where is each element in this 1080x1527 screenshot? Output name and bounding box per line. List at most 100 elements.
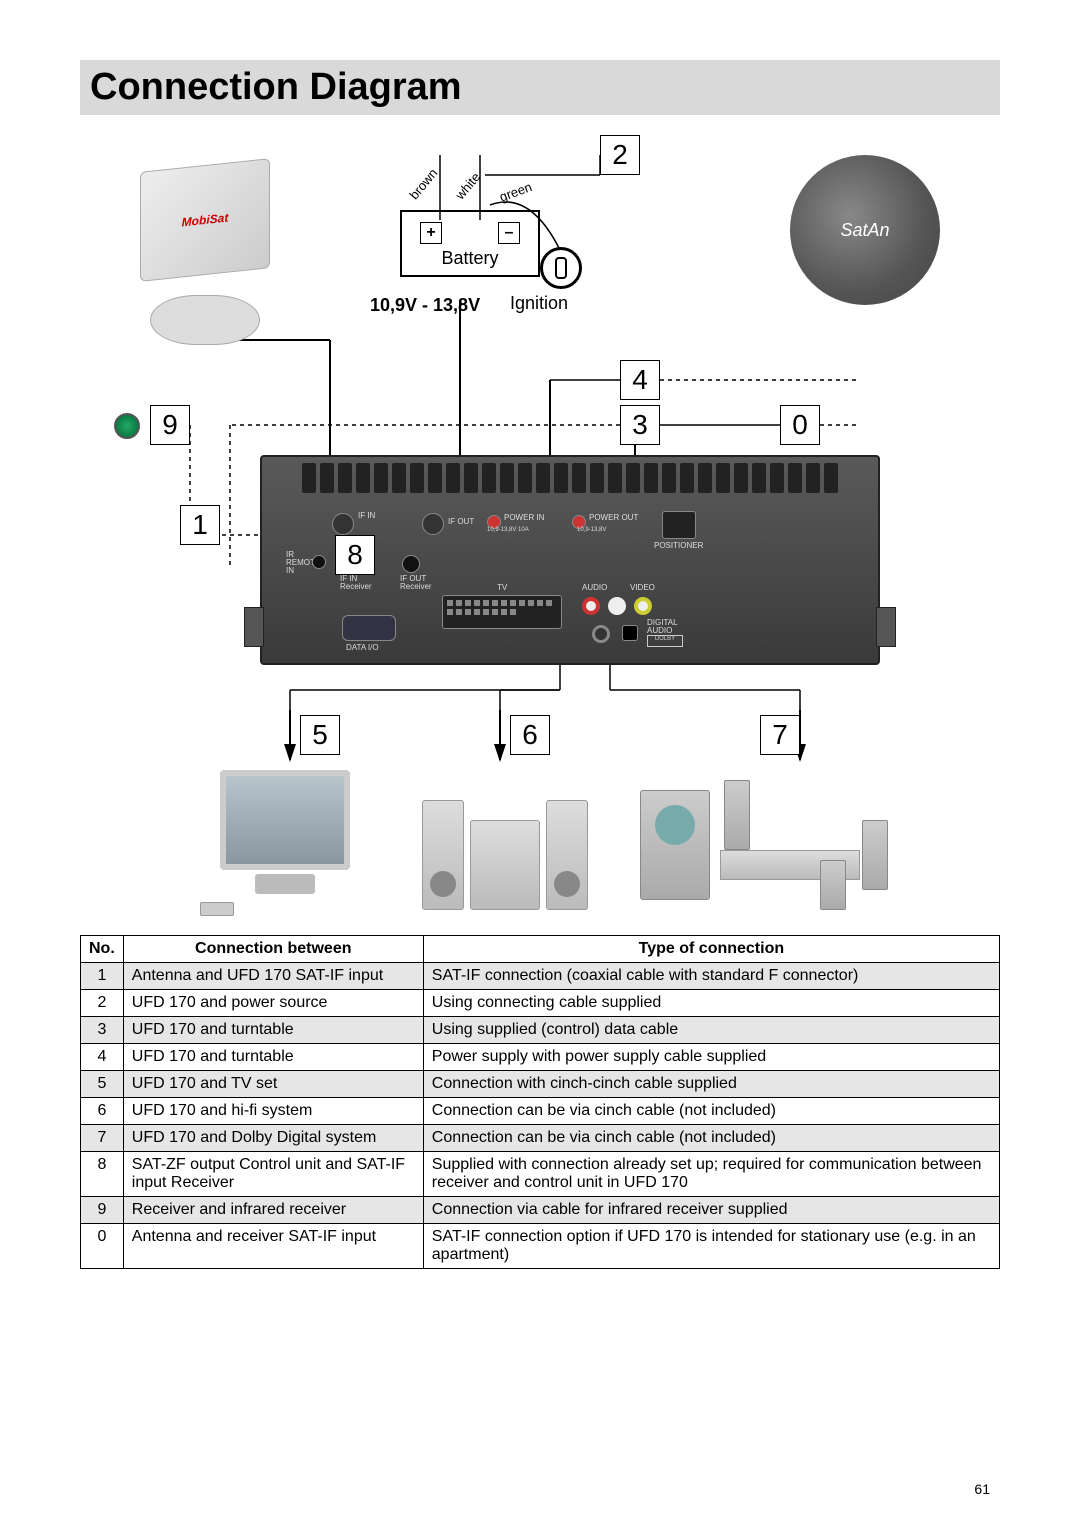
if-out-port — [422, 513, 444, 535]
digital-audio-coax — [592, 625, 610, 643]
positioner-label: POSITIONER — [654, 541, 703, 550]
satellite-dish: SatAn — [790, 155, 940, 305]
connection-diagram: MobiSat SatAn + – Battery 10,9V - 13,8V … — [80, 135, 1000, 915]
cell-between: UFD 170 and hi-fi system — [123, 1098, 423, 1125]
video-cinch — [634, 597, 652, 615]
page: Connection Diagram — [0, 0, 1080, 1527]
ir-receiver-eye-icon — [114, 413, 140, 439]
positioner-port — [662, 511, 696, 539]
cell-type: SAT-IF connection (coaxial cable with st… — [423, 963, 999, 990]
receiver-ports: IF IN IF OUT POWER IN 10,9-13,8V 10A POW… — [282, 507, 858, 643]
table-row: 4UFD 170 and turntablePower supply with … — [81, 1044, 1000, 1071]
tv-port-label: TV — [497, 583, 507, 592]
if-out-rx-label: IF OUT Receiver — [400, 575, 432, 591]
battery: + – Battery — [400, 210, 540, 277]
data-io-label: DATA I/O — [346, 643, 379, 652]
digital-audio-optical — [622, 625, 638, 641]
cell-no: 3 — [81, 1017, 124, 1044]
callout-1: 1 — [180, 505, 220, 545]
table-body: 1Antenna and UFD 170 SAT-IF inputSAT-IF … — [81, 963, 1000, 1269]
callout-6: 6 — [510, 715, 550, 755]
table-row: 7UFD 170 and Dolby Digital systemConnect… — [81, 1125, 1000, 1152]
cell-no: 7 — [81, 1125, 124, 1152]
dolby-sat-3 — [820, 860, 846, 910]
cell-type: Connection with cinch-cinch cable suppli… — [423, 1071, 999, 1098]
antenna-panel: MobiSat — [140, 158, 270, 282]
callout-9: 9 — [150, 405, 190, 445]
cell-type: Connection can be via cinch cable (not i… — [423, 1098, 999, 1125]
cell-no: 2 — [81, 990, 124, 1017]
dolby-badge: DOLBY — [647, 635, 683, 647]
hifi-system — [410, 780, 600, 910]
dolby-sat-1 — [724, 780, 750, 850]
cell-type: SAT-IF connection option if UFD 170 is i… — [423, 1224, 999, 1269]
voltage-label: 10,9V - 13,8V — [370, 295, 480, 316]
callout-5: 5 — [300, 715, 340, 755]
connection-table: No. Connection between Type of connectio… — [80, 935, 1000, 1269]
cell-between: UFD 170 and turntable — [123, 1044, 423, 1071]
title-bar: Connection Diagram — [80, 60, 1000, 115]
table-row: 0Antenna and receiver SAT-IF inputSAT-IF… — [81, 1224, 1000, 1269]
audio-l-cinch — [582, 597, 600, 615]
cell-no: 8 — [81, 1152, 124, 1197]
tv-screen — [220, 770, 350, 870]
th-no: No. — [81, 936, 124, 963]
power-in-label: POWER IN — [504, 513, 544, 522]
mobisat-antenna: MobiSat — [120, 165, 290, 355]
hifi-speaker-left — [422, 800, 464, 910]
tv-stand — [255, 874, 315, 894]
audio-r-cinch — [608, 597, 626, 615]
cell-between: UFD 170 and TV set — [123, 1071, 423, 1098]
scart-port — [442, 595, 562, 629]
if-in-port — [332, 513, 354, 535]
power-out-label: POWER OUT — [589, 513, 638, 522]
dolby-system — [640, 770, 880, 910]
cell-between: UFD 170 and turntable — [123, 1017, 423, 1044]
table-row: 6UFD 170 and hi-fi systemConnection can … — [81, 1098, 1000, 1125]
tv-remote-icon — [200, 902, 234, 916]
tv-set — [210, 770, 360, 910]
cell-type: Using supplied (control) data cable — [423, 1017, 999, 1044]
receiver-flange-right — [876, 607, 896, 647]
ignition-label: Ignition — [510, 293, 568, 314]
data-io-port — [342, 615, 396, 641]
if-out-label: IF OUT — [448, 517, 474, 526]
ignition-switch — [540, 247, 582, 293]
cell-type: Using connecting cable supplied — [423, 990, 999, 1017]
dish-brand: SatAn — [840, 220, 889, 241]
digital-audio-label: DIGITAL AUDIO — [647, 619, 678, 635]
dolby-sat-2 — [862, 820, 888, 890]
callout-7: 7 — [760, 715, 800, 755]
ignition-icon — [540, 247, 582, 289]
cell-no: 4 — [81, 1044, 124, 1071]
cell-no: 1 — [81, 963, 124, 990]
callout-4: 4 — [620, 360, 660, 400]
power-out-sublabel: 10,9-13,8V — [577, 527, 606, 533]
battery-minus-terminal: – — [498, 222, 520, 244]
th-type: Type of connection — [423, 936, 999, 963]
hifi-speaker-right — [546, 800, 588, 910]
callout-0: 0 — [780, 405, 820, 445]
table-row: 5UFD 170 and TV setConnection with cinch… — [81, 1071, 1000, 1098]
cell-type: Supplied with connection already set up;… — [423, 1152, 999, 1197]
cell-between: UFD 170 and Dolby Digital system — [123, 1125, 423, 1152]
if-in-label: IF IN — [358, 511, 375, 520]
cell-no: 5 — [81, 1071, 124, 1098]
page-number: 61 — [974, 1481, 990, 1497]
battery-label: Battery — [416, 248, 524, 269]
page-title: Connection Diagram — [90, 66, 990, 109]
antenna-base — [150, 295, 260, 345]
audio-label: AUDIO — [582, 583, 607, 592]
table-row: 1Antenna and UFD 170 SAT-IF inputSAT-IF … — [81, 963, 1000, 990]
if-out-receiver-port — [402, 555, 420, 573]
table-row: 9Receiver and infrared receiverConnectio… — [81, 1197, 1000, 1224]
video-label: VIDEO — [630, 583, 655, 592]
cell-between: Antenna and UFD 170 SAT-IF input — [123, 963, 423, 990]
cell-between: SAT-ZF output Control unit and SAT-IF in… — [123, 1152, 423, 1197]
cell-no: 9 — [81, 1197, 124, 1224]
cell-type: Power supply with power supply cable sup… — [423, 1044, 999, 1071]
power-in-sublabel: 10,9-13,8V 10A — [487, 527, 529, 533]
callout-8: 8 — [335, 535, 375, 575]
ir-remote-port — [312, 555, 326, 569]
table-row: 3UFD 170 and turntableUsing supplied (co… — [81, 1017, 1000, 1044]
